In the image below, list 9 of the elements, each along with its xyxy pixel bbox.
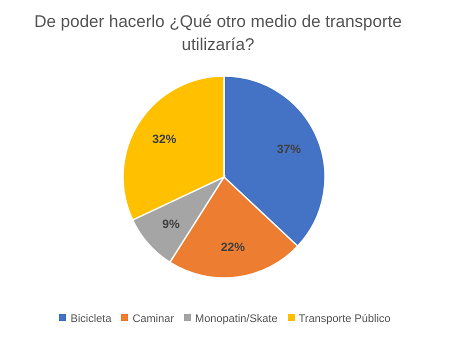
data-label: 22% [220, 240, 246, 254]
data-label: 37% [276, 142, 302, 156]
legend-label: Bicicleta [70, 313, 112, 325]
data-label: 9% [162, 216, 180, 231]
chart-title: De poder hacerlo ¿Qué otro medio de transporte utilizaría? [33, 11, 403, 56]
legend-label: Caminar [132, 313, 174, 325]
data-label: 32% [152, 132, 177, 146]
legend-label: Monopatin/Skate [195, 313, 278, 325]
legend-label: Transporte Público [298, 313, 391, 325]
